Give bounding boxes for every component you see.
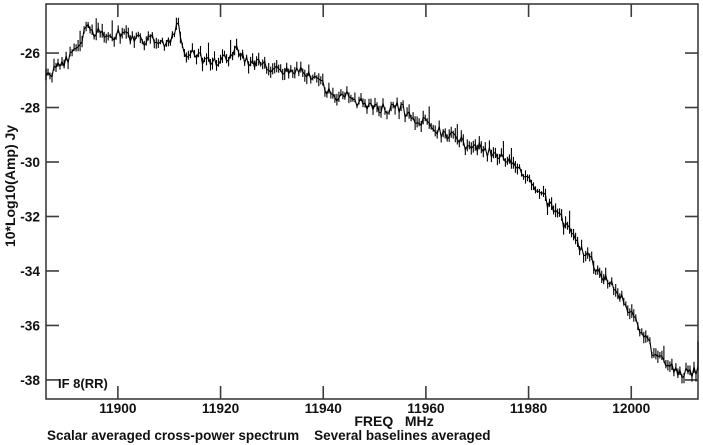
y-tick-label: -36 [20, 318, 40, 333]
spectrum-line [45, 21, 699, 379]
x-tick-label: 11960 [407, 401, 445, 416]
x-axis-title: FREQ MHz [354, 413, 434, 429]
y-tick-label: -34 [20, 264, 40, 279]
x-tick-label: 11980 [510, 401, 548, 416]
y-tick-label: -38 [20, 373, 40, 388]
y-tick-label: -32 [20, 209, 40, 224]
x-tick-label: 11920 [202, 401, 240, 416]
x-tick-label: 11940 [305, 401, 343, 416]
y-axis-title: 10*Log10(Amp) Jy [2, 124, 18, 248]
if-polarization-label: IF 8(RR) [58, 376, 108, 391]
x-tick-label: 11900 [99, 401, 137, 416]
plot-caption: Scalar averaged cross-power spectrum Sev… [47, 428, 491, 443]
y-tick-label: -28 [20, 101, 40, 116]
plot-frame [45, 3, 699, 400]
y-tick-label: -26 [20, 46, 40, 61]
x-tick-label: 12000 [612, 401, 650, 416]
spectrum-error-bars [45, 17, 699, 384]
y-tick-label: -30 [20, 155, 40, 170]
